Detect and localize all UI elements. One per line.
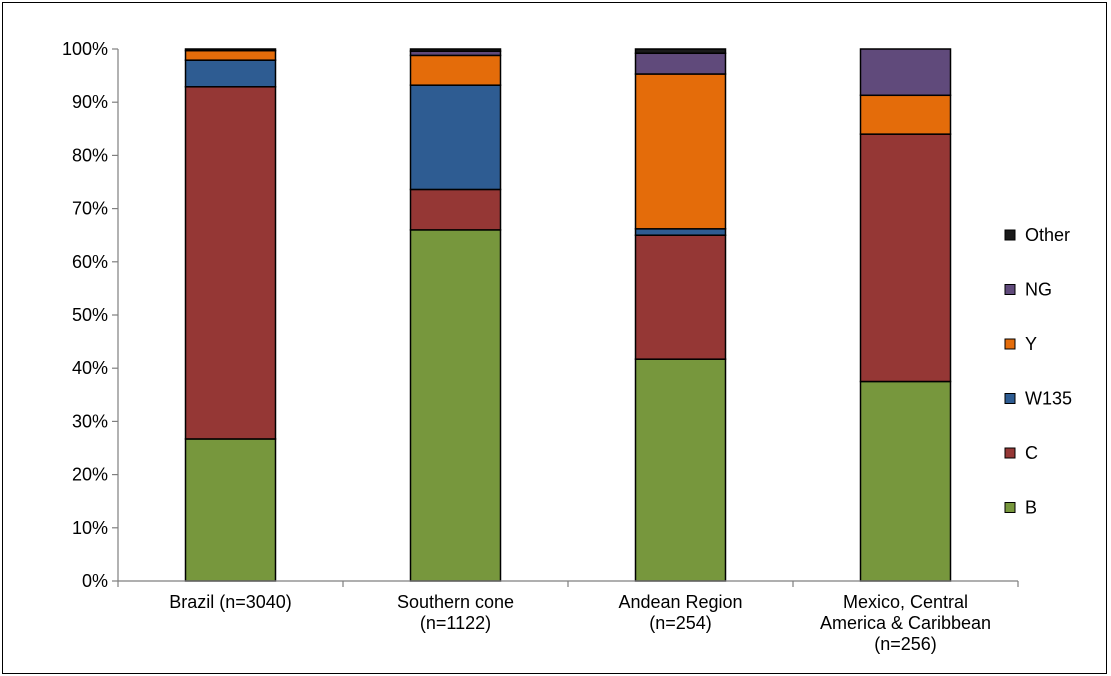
- bar-segment-c-3: [859, 133, 952, 383]
- x-category-label-line: Brazil (n=3040): [169, 592, 292, 612]
- legend-label-other: Other: [1025, 225, 1070, 245]
- x-category-labels: Brazil (n=3040) Southern cone (n=1122) Ande…: [169, 592, 991, 654]
- y-tick-label: 90%: [72, 92, 108, 112]
- bar-segment-c-2: [634, 234, 727, 360]
- y-tick-label: 10%: [72, 518, 108, 538]
- legend-label-b: B: [1025, 498, 1037, 518]
- bar-segment-ng-3: [859, 48, 952, 97]
- bar-segment-y-3: [859, 94, 952, 135]
- bar-segment-c-0: [184, 86, 277, 440]
- x-category-label-line: America & Caribbean: [820, 613, 991, 633]
- legend-swatch-w135: [1004, 393, 1016, 404]
- legend-swatch-y: [1004, 338, 1016, 350]
- legend-label-y: Y: [1025, 334, 1037, 354]
- bar-segment-w135-1: [409, 84, 502, 191]
- legend-label-c: C: [1025, 443, 1038, 463]
- x-category-label-line: Southern cone: [397, 592, 514, 612]
- bar-segment-b-1: [409, 229, 502, 582]
- x-category-label: Southern cone (n=1122): [397, 592, 514, 633]
- x-category-label: Brazil (n=3040): [169, 592, 292, 612]
- legend: Other NG Y W135 C B: [1004, 225, 1072, 518]
- bar-segment-b-0: [184, 438, 277, 582]
- x-category-label: Mexico, Central America & Caribbean (n=256…: [820, 592, 991, 654]
- legend-swatch-other: [1004, 229, 1016, 241]
- legend-label-ng: NG: [1025, 280, 1052, 300]
- bar-segment-b-3: [859, 380, 952, 582]
- bar-segment-w135-0: [184, 59, 277, 88]
- legend-swatch-c: [1004, 447, 1016, 459]
- bar-segment-y-2: [634, 73, 727, 230]
- y-tick-label: 100%: [62, 39, 108, 59]
- y-tick-label: 70%: [72, 199, 108, 219]
- y-tick-labels: 0% 10% 20% 30% 40% 50% 60% 70% 80% 90% 100%: [62, 39, 108, 591]
- bar-segment-y-1: [409, 54, 502, 86]
- bar-segment-c-1: [409, 188, 502, 231]
- x-category-label-line: Andean Region: [618, 592, 742, 612]
- bar-segment-ng-2: [634, 52, 727, 75]
- y-tick-label: 50%: [72, 305, 108, 325]
- y-tick-label: 0%: [82, 571, 108, 591]
- x-category-label-line: Mexico, Central: [843, 592, 968, 612]
- bar-segment-other-0: [184, 48, 277, 52]
- legend-swatch-b: [1004, 502, 1016, 513]
- y-tick-label: 60%: [72, 252, 108, 272]
- y-tick-label: 80%: [72, 145, 108, 165]
- bar-segment-other-2: [634, 48, 727, 55]
- axes-layer: [112, 48, 1019, 587]
- legend-label-w135: W135: [1025, 389, 1072, 409]
- x-category-label: Andean Region (n=254): [618, 592, 742, 633]
- y-tick-label: 30%: [72, 411, 108, 431]
- bar-segment-other-1: [409, 48, 502, 52]
- x-category-label-line: (n=256): [874, 634, 937, 654]
- y-tick-label: 20%: [72, 465, 108, 485]
- bar-segment-y-0: [184, 49, 277, 61]
- bar-segment-b-2: [634, 358, 727, 582]
- stacked-bar-chart: 0% 10% 20% 30% 40% 50% 60% 70% 80% 90% 100% Brazil…: [62, 39, 1072, 654]
- x-category-label-line: (n=254): [649, 613, 712, 633]
- bar-segment-w135-2: [634, 228, 727, 236]
- x-category-label-line: (n=1122): [420, 613, 491, 633]
- y-tick-label: 40%: [72, 358, 108, 378]
- legend-swatch-ng: [1004, 284, 1016, 295]
- bars-layer: [184, 48, 952, 582]
